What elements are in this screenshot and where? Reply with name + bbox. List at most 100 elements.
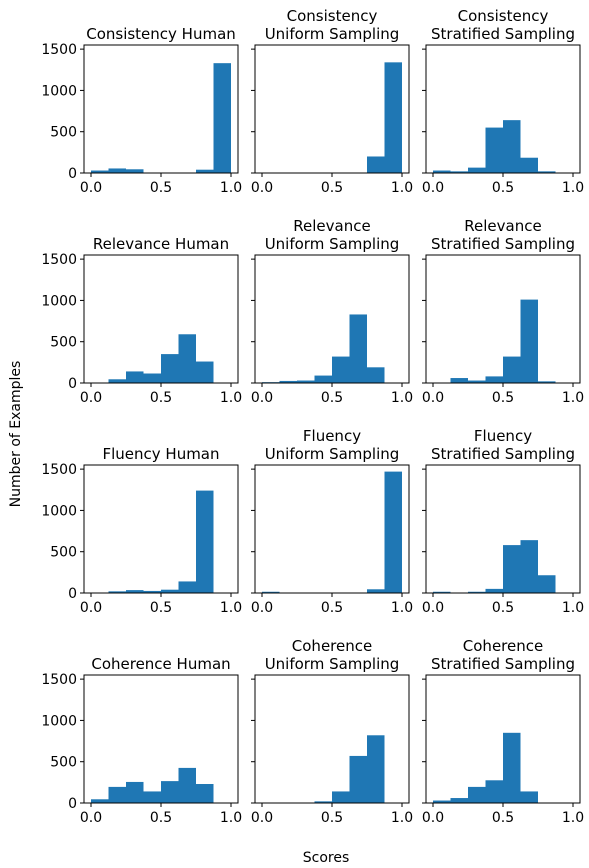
bar-10-3 xyxy=(314,801,332,803)
bar-9-6 xyxy=(196,784,214,803)
panel-title-10-1: Uniform Sampling xyxy=(265,655,400,673)
xtick-label-10-1: 0.5 xyxy=(321,810,343,826)
bar-6-6 xyxy=(196,490,214,593)
bar-4-4 xyxy=(332,356,350,383)
xtick-label-6-2: 1.0 xyxy=(220,600,242,616)
xtick-label-11-2: 1.0 xyxy=(562,810,584,826)
ytick-label-9-2: 1000 xyxy=(41,713,77,729)
xtick-label-0-0: 0.0 xyxy=(80,180,102,196)
axes-frame-6 xyxy=(83,464,239,594)
panel-title-1-1: Uniform Sampling xyxy=(265,25,400,43)
ytick-label-6-1: 500 xyxy=(50,545,77,561)
xtick-label-7-1: 0.5 xyxy=(321,600,343,616)
bar-0-7 xyxy=(213,63,231,174)
bar-0-6 xyxy=(196,169,214,173)
bar-9-2 xyxy=(126,781,144,803)
xtick-label-8-1: 0.5 xyxy=(492,600,514,616)
xtick-label-3-1: 0.5 xyxy=(150,390,172,406)
panel-title-5-0: Relevance xyxy=(464,217,541,235)
bar-3-6 xyxy=(196,361,214,383)
bar-11-1 xyxy=(450,798,468,803)
ytick-label-6-0: 0 xyxy=(68,586,77,602)
figure-xlabel: Scores xyxy=(303,850,350,866)
xtick-label-7-2: 1.0 xyxy=(391,600,413,616)
bar-6-4 xyxy=(161,589,179,593)
bar-5-1 xyxy=(450,378,468,383)
ytick-label-6-3: 1500 xyxy=(41,462,77,478)
xtick-label-2-2: 1.0 xyxy=(562,180,584,196)
bar-9-0 xyxy=(91,799,109,803)
bar-2-3 xyxy=(485,127,503,173)
bar-5-2 xyxy=(468,380,486,383)
ytick-label-0-3: 1500 xyxy=(41,42,77,58)
ytick-label-6-2: 1000 xyxy=(41,503,77,519)
panel-title-2-0: Consistency xyxy=(458,7,549,25)
panel-9: 0.0 0.5 1.0 0 500 1000 1500 Coherence Human xyxy=(41,655,242,826)
xtick-label-9-2: 1.0 xyxy=(220,810,242,826)
xtick-label-11-0: 0.0 xyxy=(422,810,444,826)
bar-5-3 xyxy=(485,376,503,383)
bar-5-5 xyxy=(520,299,538,383)
xtick-label-10-2: 1.0 xyxy=(391,810,413,826)
panel-title-11-1: Stratified Sampling xyxy=(431,655,575,673)
bar-11-0 xyxy=(433,800,451,803)
bar-7-6 xyxy=(367,589,385,593)
bar-2-6 xyxy=(538,171,556,173)
axes-frame-10 xyxy=(254,674,410,804)
bar-1-6 xyxy=(367,156,385,173)
panel-title-1-0: Consistency xyxy=(287,7,378,25)
xtick-label-10-0: 0.0 xyxy=(251,810,273,826)
xtick-label-5-1: 0.5 xyxy=(492,390,514,406)
ytick-label-9-1: 500 xyxy=(50,755,77,771)
bar-11-4 xyxy=(503,732,521,803)
ytick-label-9-3: 1500 xyxy=(41,672,77,688)
xtick-label-4-1: 0.5 xyxy=(321,390,343,406)
bar-8-3 xyxy=(485,588,503,593)
bar-8-0 xyxy=(433,591,451,593)
ytick-label-0-0: 0 xyxy=(68,166,77,182)
xtick-label-6-0: 0.0 xyxy=(80,600,102,616)
xtick-label-2-1: 0.5 xyxy=(492,180,514,196)
bar-1-7 xyxy=(384,62,402,173)
ytick-label-0-1: 500 xyxy=(50,125,77,141)
xtick-label-9-0: 0.0 xyxy=(80,810,102,826)
xtick-label-6-1: 0.5 xyxy=(150,600,172,616)
panel-6: 0.0 0.5 1.0 0 500 1000 1500 Fluency Human xyxy=(41,445,242,616)
bar-4-6 xyxy=(367,367,385,383)
bar-8-2 xyxy=(468,591,486,593)
bar-6-3 xyxy=(143,590,161,593)
bar-7-7 xyxy=(384,471,402,593)
panel-title-7-0: Fluency xyxy=(303,427,361,445)
xtick-label-8-2: 1.0 xyxy=(562,600,584,616)
bar-8-5 xyxy=(520,540,538,593)
xtick-label-5-2: 1.0 xyxy=(562,390,584,406)
bar-9-3 xyxy=(143,791,161,803)
panel-title-4-0: Relevance xyxy=(293,217,370,235)
bar-10-6 xyxy=(367,735,385,803)
bar-8-6 xyxy=(538,575,556,593)
bar-4-3 xyxy=(314,375,332,383)
bar-3-5 xyxy=(178,334,196,383)
bar-4-1 xyxy=(279,380,297,383)
xtick-label-4-2: 1.0 xyxy=(391,390,413,406)
panel-0: 0.0 0.5 1.0 0 500 1000 1500 Consistency Human xyxy=(41,25,242,196)
panel-title-5-1: Stratified Sampling xyxy=(431,235,575,253)
bar-11-2 xyxy=(468,786,486,803)
bar-4-2 xyxy=(297,380,315,383)
bar-5-4 xyxy=(503,356,521,383)
ytick-label-0-2: 1000 xyxy=(41,83,77,99)
panel-3: 0.0 0.5 1.0 0 500 1000 1500 Relevance Human xyxy=(41,235,242,406)
bar-2-2 xyxy=(468,167,486,173)
xtick-label-0-1: 0.5 xyxy=(150,180,172,196)
ytick-label-3-0: 0 xyxy=(68,376,77,392)
bar-0-0 xyxy=(91,170,109,173)
bar-4-5 xyxy=(349,314,367,383)
xtick-label-3-2: 1.0 xyxy=(220,390,242,406)
ytick-label-3-1: 500 xyxy=(50,335,77,351)
